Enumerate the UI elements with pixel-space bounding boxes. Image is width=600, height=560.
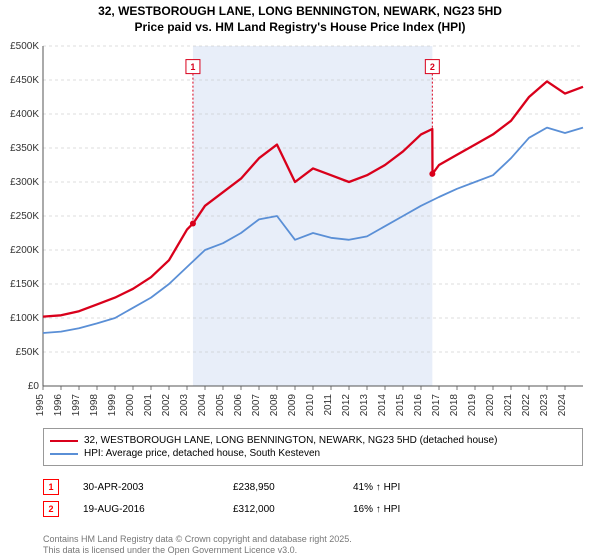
svg-text:£150K: £150K <box>10 279 39 290</box>
svg-text:2013: 2013 <box>359 394 370 417</box>
sale-date: 30-APR-2003 <box>83 482 233 493</box>
svg-text:2019: 2019 <box>467 394 478 417</box>
svg-text:£400K: £400K <box>10 109 39 120</box>
legend-label: HPI: Average price, detached house, Sout… <box>84 448 320 459</box>
svg-text:2017: 2017 <box>431 394 442 417</box>
svg-text:2009: 2009 <box>287 394 298 417</box>
footer-line: This data is licensed under the Open Gov… <box>43 545 583 556</box>
title-line-1: 32, WESTBOROUGH LANE, LONG BENNINGTON, N… <box>0 4 600 20</box>
legend-box: 32, WESTBOROUGH LANE, LONG BENNINGTON, N… <box>43 428 583 466</box>
svg-text:£450K: £450K <box>10 75 39 86</box>
svg-text:2004: 2004 <box>197 394 208 417</box>
chart-container: 32, WESTBOROUGH LANE, LONG BENNINGTON, N… <box>0 0 600 560</box>
sale-pct: 16% ↑ HPI <box>353 504 473 515</box>
svg-text:2022: 2022 <box>521 394 532 417</box>
sales-row: 2 19-AUG-2016 £312,000 16% ↑ HPI <box>43 498 583 520</box>
svg-text:2008: 2008 <box>269 394 280 417</box>
footer-attribution: Contains HM Land Registry data © Crown c… <box>43 534 583 557</box>
svg-text:£0: £0 <box>28 381 40 392</box>
sale-date: 19-AUG-2016 <box>83 504 233 515</box>
legend-swatch <box>50 453 78 455</box>
svg-text:2021: 2021 <box>503 394 514 417</box>
sale-price: £238,950 <box>233 482 353 493</box>
chart-title: 32, WESTBOROUGH LANE, LONG BENNINGTON, N… <box>0 0 600 35</box>
sale-marker-icon: 1 <box>43 479 59 495</box>
sales-row: 1 30-APR-2003 £238,950 41% ↑ HPI <box>43 476 583 498</box>
svg-text:2015: 2015 <box>395 394 406 417</box>
svg-text:2014: 2014 <box>377 394 388 417</box>
svg-text:2011: 2011 <box>323 394 334 416</box>
svg-text:2012: 2012 <box>341 394 352 417</box>
footer-line: Contains HM Land Registry data © Crown c… <box>43 534 583 545</box>
svg-text:2000: 2000 <box>125 394 136 417</box>
svg-text:£250K: £250K <box>10 211 39 222</box>
svg-text:£350K: £350K <box>10 143 39 154</box>
svg-text:2: 2 <box>430 62 435 72</box>
svg-text:£50K: £50K <box>16 347 40 358</box>
svg-text:2006: 2006 <box>233 394 244 417</box>
svg-text:2016: 2016 <box>413 394 424 417</box>
svg-text:£500K: £500K <box>10 41 39 52</box>
legend-swatch <box>50 440 78 442</box>
svg-text:1997: 1997 <box>71 394 82 417</box>
svg-text:2001: 2001 <box>143 394 154 417</box>
chart-area: £0 £50K £100K £150K £200K £250K £300K £350K £400… <box>0 40 600 420</box>
svg-text:2005: 2005 <box>215 394 226 417</box>
sale-price: £312,000 <box>233 504 353 515</box>
sales-table: 1 30-APR-2003 £238,950 41% ↑ HPI 2 19-AU… <box>43 476 583 520</box>
svg-text:2003: 2003 <box>179 394 190 417</box>
svg-text:1: 1 <box>190 62 195 72</box>
legend-label: 32, WESTBOROUGH LANE, LONG BENNINGTON, N… <box>84 435 497 446</box>
svg-text:2024: 2024 <box>557 394 568 417</box>
sale-pct: 41% ↑ HPI <box>353 482 473 493</box>
svg-text:2002: 2002 <box>161 394 172 417</box>
legend-item: 32, WESTBOROUGH LANE, LONG BENNINGTON, N… <box>50 435 576 446</box>
sale-marker-icon: 2 <box>43 501 59 517</box>
line-chart-svg: £0 £50K £100K £150K £200K £250K £300K £350K £400… <box>0 40 600 420</box>
svg-text:1998: 1998 <box>89 394 100 417</box>
svg-text:2020: 2020 <box>485 394 496 417</box>
svg-text:1996: 1996 <box>53 394 64 417</box>
svg-text:1999: 1999 <box>107 394 118 417</box>
svg-text:£100K: £100K <box>10 313 39 324</box>
svg-text:2007: 2007 <box>251 394 262 417</box>
legend-item: HPI: Average price, detached house, Sout… <box>50 448 576 459</box>
title-line-2: Price paid vs. HM Land Registry's House … <box>0 20 600 36</box>
svg-text:2023: 2023 <box>539 394 550 417</box>
svg-text:£200K: £200K <box>10 245 39 256</box>
svg-text:£300K: £300K <box>10 177 39 188</box>
svg-text:1995: 1995 <box>35 394 46 417</box>
svg-text:2010: 2010 <box>305 394 316 417</box>
svg-text:2018: 2018 <box>449 394 460 417</box>
